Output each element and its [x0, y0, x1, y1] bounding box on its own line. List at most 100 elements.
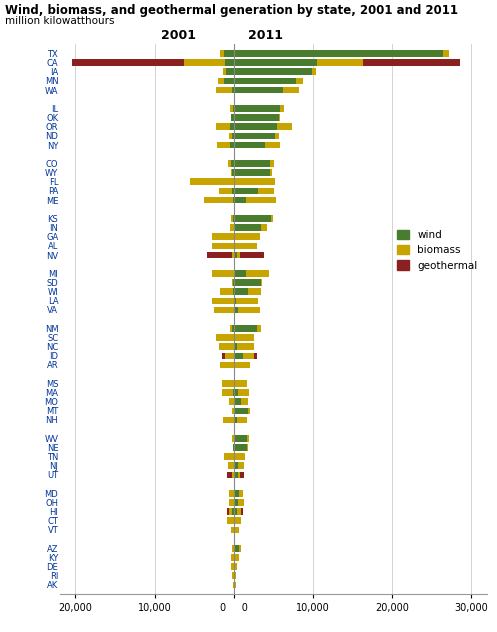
Bar	[270, 160, 274, 167]
Bar	[216, 123, 230, 130]
Bar	[231, 169, 232, 176]
Bar	[234, 499, 238, 506]
Bar	[234, 380, 247, 387]
Bar	[232, 87, 234, 94]
Bar	[241, 398, 248, 405]
Bar	[219, 343, 234, 350]
Bar	[231, 114, 232, 121]
Bar	[246, 270, 268, 277]
Bar	[225, 353, 234, 359]
Bar	[254, 353, 257, 359]
Bar	[212, 233, 234, 240]
Bar	[230, 123, 234, 130]
Bar	[237, 343, 254, 350]
Bar	[223, 68, 226, 75]
Bar	[228, 518, 234, 524]
Bar	[234, 416, 237, 423]
Bar	[234, 233, 260, 240]
Bar	[234, 215, 271, 222]
Bar	[258, 188, 274, 194]
Bar	[234, 508, 237, 515]
Bar	[234, 573, 236, 579]
Bar	[232, 279, 233, 286]
Bar	[233, 389, 234, 396]
Bar	[228, 463, 234, 469]
Bar	[234, 581, 235, 588]
Bar	[232, 215, 233, 222]
Bar	[218, 78, 224, 84]
Bar	[240, 252, 264, 258]
Bar	[229, 508, 232, 515]
Bar	[232, 508, 234, 515]
Bar	[229, 490, 234, 497]
Bar	[234, 252, 237, 258]
Bar	[184, 59, 225, 66]
Text: Wind, biomass, and geothermal generation by state, 2001 and 2011: Wind, biomass, and geothermal generation…	[5, 4, 458, 18]
Bar	[238, 471, 240, 478]
Bar	[228, 160, 231, 167]
Bar	[220, 362, 234, 368]
Bar	[279, 114, 280, 121]
Bar	[232, 114, 234, 121]
Bar	[234, 133, 275, 139]
Bar	[280, 105, 284, 112]
Bar	[234, 142, 265, 149]
Bar	[238, 463, 244, 469]
Bar	[231, 160, 234, 167]
Bar	[261, 279, 262, 286]
Bar	[72, 59, 184, 66]
Bar	[204, 197, 233, 204]
Bar	[234, 307, 238, 313]
Bar	[212, 270, 234, 277]
Bar	[234, 59, 317, 66]
Bar	[229, 499, 234, 506]
Bar	[296, 78, 303, 84]
Bar	[220, 288, 233, 295]
Bar	[234, 353, 243, 359]
Bar	[235, 581, 236, 588]
Bar	[443, 50, 449, 57]
Bar	[234, 444, 247, 451]
Bar	[234, 298, 236, 304]
Bar	[317, 59, 363, 66]
Bar	[234, 105, 280, 112]
Bar	[239, 545, 241, 552]
Bar	[261, 224, 267, 231]
Bar	[214, 307, 234, 313]
Bar	[247, 444, 248, 451]
Bar	[234, 343, 237, 350]
Bar	[220, 50, 224, 57]
Bar	[238, 499, 244, 506]
Bar	[234, 279, 261, 286]
Bar	[275, 133, 279, 139]
Bar	[234, 389, 238, 396]
Bar	[232, 133, 234, 139]
Bar	[212, 298, 234, 304]
Bar	[248, 408, 249, 414]
Bar	[230, 224, 234, 231]
Bar	[222, 353, 225, 359]
Bar	[234, 463, 238, 469]
Bar	[226, 68, 234, 75]
Bar	[230, 325, 232, 332]
Bar	[233, 444, 234, 451]
Bar	[312, 68, 316, 75]
Bar	[232, 545, 234, 552]
Bar	[216, 334, 234, 341]
Bar	[231, 526, 234, 533]
Bar	[234, 325, 257, 332]
Bar	[237, 416, 247, 423]
Bar	[234, 518, 241, 524]
Bar	[238, 389, 249, 396]
Bar	[222, 380, 234, 387]
Bar	[247, 435, 249, 442]
Bar	[224, 78, 234, 84]
Text: 2011: 2011	[248, 30, 283, 42]
Bar	[265, 142, 280, 149]
Bar	[241, 508, 243, 515]
Bar	[270, 169, 272, 176]
Bar	[233, 279, 234, 286]
Bar	[234, 563, 237, 570]
Bar	[212, 243, 234, 249]
Bar	[234, 87, 283, 94]
